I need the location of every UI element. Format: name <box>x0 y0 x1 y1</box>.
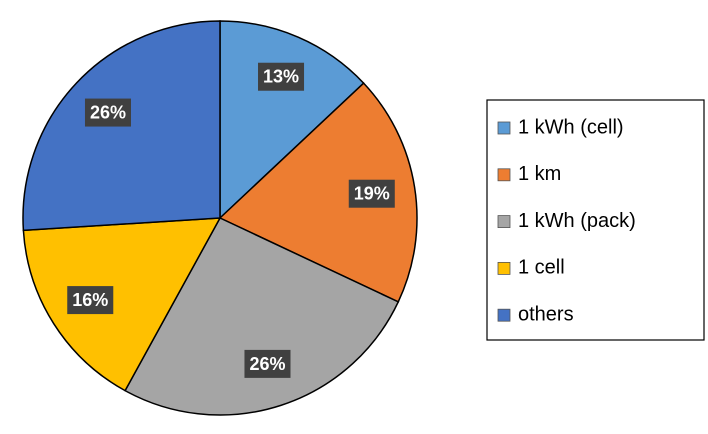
legend-swatch <box>497 215 511 229</box>
data-label-text: 13% <box>263 67 299 87</box>
pie-slice <box>219 20 365 220</box>
legend-label: 1 kWh (cell) <box>518 116 624 138</box>
data-label-bg <box>348 179 395 208</box>
data-label-text: 26% <box>249 354 285 374</box>
legend-swatch <box>497 121 511 135</box>
legend-label: 1 kWh (pack) <box>518 210 636 232</box>
data-label-bg <box>84 98 132 127</box>
data-label: 13% <box>258 62 305 91</box>
legend-swatch <box>497 308 511 322</box>
data-label-bg <box>67 286 114 315</box>
legend-swatch <box>497 168 511 182</box>
data-label-bg <box>258 62 305 91</box>
data-label-text: 26% <box>90 103 126 123</box>
data-label: 16% <box>67 286 114 315</box>
data-label-text: 16% <box>72 290 108 310</box>
legend-box <box>486 99 705 341</box>
data-label: 19% <box>348 179 395 208</box>
legend-swatch <box>497 261 511 275</box>
data-label-bg <box>244 349 291 378</box>
data-label: 26% <box>84 98 132 127</box>
legend-label: others <box>518 303 574 325</box>
legend-label: 1 km <box>518 163 561 185</box>
pie-slice <box>218 82 418 303</box>
data-label: 26% <box>244 349 291 378</box>
legend-label: 1 cell <box>518 257 565 279</box>
data-label-text: 19% <box>354 184 390 204</box>
pie-slice <box>22 217 222 392</box>
